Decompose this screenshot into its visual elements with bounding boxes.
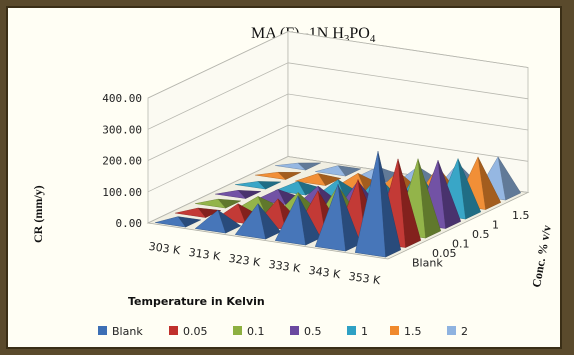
legend-item: 2 [447,325,468,338]
bar-front-face [215,190,247,199]
bar-front-face [195,198,227,209]
depth-tick-label: 0.5 [472,228,490,241]
legend-label: 0.05 [183,325,208,338]
bar [295,173,342,186]
bar [274,194,322,246]
y-axis-label: CR (mm/y) [31,185,45,243]
y-tick-label: 400.00 [102,92,142,105]
depth-tick-label: Blank [412,256,443,269]
bar-front-face [234,203,266,240]
x-tick-label: 313 K [188,246,222,263]
depth-tick-label: 0.05 [432,247,457,260]
legend-label: 0.5 [304,325,322,338]
y-tick-label: 300.00 [102,123,142,136]
x-tick-label: 333 K [268,258,302,275]
bar-front-face [175,207,207,218]
bar-front-face [255,171,287,180]
legend-label: 1 [361,325,368,338]
bar-front-face [155,216,187,228]
legend-swatch [347,326,356,335]
bar [354,151,402,258]
legend-swatch [290,326,299,335]
bar [215,190,261,199]
x-tick-label: 343 K [308,264,342,281]
y-axis-ticks: 0.00 100.00 200.00 300.00 400.00 [102,92,142,230]
bar [235,181,281,190]
gridline [147,62,529,130]
bar-front-face [274,194,306,246]
bar [314,184,362,252]
legend-label: 0.1 [247,325,265,338]
bar [315,165,362,177]
gridline [147,31,529,99]
x-tick-label: 303 K [148,240,182,257]
x-tick-label: 323 K [228,252,262,269]
legend-item: 1 [347,325,368,338]
legend-swatch [233,326,242,335]
legend-swatch [447,326,456,335]
bar-front-face [315,165,347,177]
chart: MA (F) -1N H3PO4 0.00100.00200.00300.004… [31,25,554,338]
chart-frame: MA (F) -1N H3PO4 0.00100.00200.00300.004… [6,6,562,349]
legend-swatch [169,326,178,335]
legend-item: 0.5 [290,325,322,338]
legend-item: 0.05 [169,325,208,338]
bar-front-face [295,173,327,186]
bar [195,198,242,209]
y-tick-label: 0.00 [116,217,143,230]
bar [194,209,242,234]
bar [155,216,202,228]
gridline [147,124,529,193]
legend-item: Blank [98,325,143,338]
x-axis-ticks: 303 K 313 K 323 K 333 K 343 K 353 K [148,240,382,287]
depth-tick-label: 1 [492,218,499,231]
legend-item: 1.5 [390,325,422,338]
bar-front-face [314,184,346,252]
bar-front-face [194,209,226,234]
x-axis-label: Temperature in Kelvin [128,295,265,308]
legend: Blank 0.05 0.1 0.5 1 1.5 2 [98,325,468,338]
y-tick-label: 200.00 [102,155,142,168]
legend-label: 2 [461,325,468,338]
x-tick-label: 353 K [348,270,382,287]
legend-label: 1.5 [404,325,422,338]
y-tick-label: 100.00 [102,186,142,199]
legend-swatch [390,326,399,335]
depth-axis-label: Conc. % v/v [529,224,554,288]
bar-front-face [235,181,267,190]
depth-tick-label: 1.5 [512,209,530,222]
bar [275,162,321,171]
legend-swatch [98,326,107,335]
legend-label: Blank [112,325,143,338]
bars [155,151,522,258]
bar [234,203,282,240]
gridline [147,93,529,161]
depth-tick-label: 0.1 [452,237,470,250]
legend-item: 0.1 [233,325,265,338]
bar-front-face [354,151,386,258]
bar [255,171,301,180]
bar-front-face [275,162,307,171]
